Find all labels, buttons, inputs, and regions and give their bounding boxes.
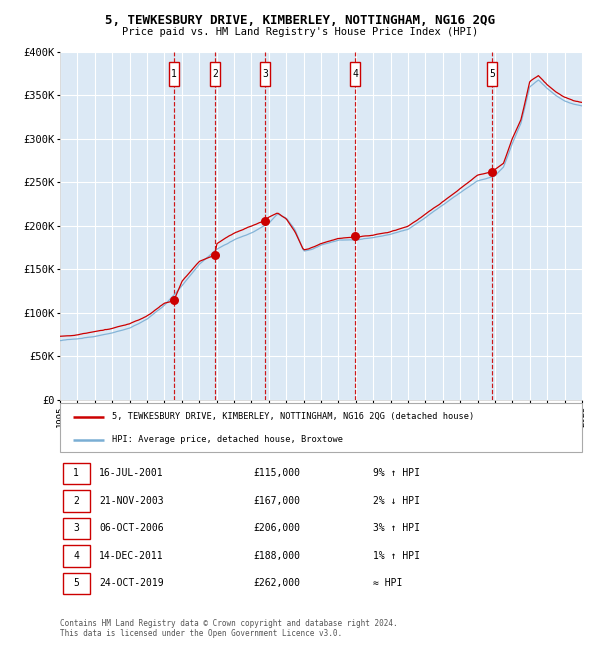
- Text: 1: 1: [73, 469, 79, 478]
- Text: 2: 2: [73, 496, 79, 506]
- Text: £115,000: £115,000: [253, 469, 300, 478]
- FancyBboxPatch shape: [487, 62, 497, 86]
- FancyBboxPatch shape: [62, 517, 90, 539]
- FancyBboxPatch shape: [62, 545, 90, 567]
- Text: 1: 1: [171, 69, 177, 79]
- Text: 5, TEWKESBURY DRIVE, KIMBERLEY, NOTTINGHAM, NG16 2QG (detached house): 5, TEWKESBURY DRIVE, KIMBERLEY, NOTTINGH…: [112, 412, 475, 421]
- Text: £262,000: £262,000: [253, 578, 300, 588]
- Text: 2: 2: [212, 69, 218, 79]
- Text: 5, TEWKESBURY DRIVE, KIMBERLEY, NOTTINGHAM, NG16 2QG: 5, TEWKESBURY DRIVE, KIMBERLEY, NOTTINGH…: [105, 14, 495, 27]
- Text: 5: 5: [73, 578, 79, 588]
- FancyBboxPatch shape: [62, 463, 90, 484]
- Text: 4: 4: [73, 551, 79, 561]
- Text: 9% ↑ HPI: 9% ↑ HPI: [373, 469, 420, 478]
- FancyBboxPatch shape: [169, 62, 179, 86]
- Text: 24-OCT-2019: 24-OCT-2019: [99, 578, 164, 588]
- FancyBboxPatch shape: [210, 62, 220, 86]
- Text: ≈ HPI: ≈ HPI: [373, 578, 403, 588]
- Text: Price paid vs. HM Land Registry's House Price Index (HPI): Price paid vs. HM Land Registry's House …: [122, 27, 478, 37]
- Text: 2% ↓ HPI: 2% ↓ HPI: [373, 496, 420, 506]
- Text: 1% ↑ HPI: 1% ↑ HPI: [373, 551, 420, 561]
- FancyBboxPatch shape: [350, 62, 360, 86]
- FancyBboxPatch shape: [60, 403, 582, 452]
- FancyBboxPatch shape: [260, 62, 269, 86]
- Text: 16-JUL-2001: 16-JUL-2001: [99, 469, 164, 478]
- Text: £167,000: £167,000: [253, 496, 300, 506]
- Text: 3% ↑ HPI: 3% ↑ HPI: [373, 523, 420, 533]
- Text: £206,000: £206,000: [253, 523, 300, 533]
- Text: £188,000: £188,000: [253, 551, 300, 561]
- Text: 5: 5: [489, 69, 495, 79]
- Text: 06-OCT-2006: 06-OCT-2006: [99, 523, 164, 533]
- Text: 21-NOV-2003: 21-NOV-2003: [99, 496, 164, 506]
- Text: Contains HM Land Registry data © Crown copyright and database right 2024.
This d: Contains HM Land Registry data © Crown c…: [60, 619, 398, 638]
- Text: 3: 3: [262, 69, 268, 79]
- Text: 3: 3: [73, 523, 79, 533]
- FancyBboxPatch shape: [62, 490, 90, 512]
- Text: 4: 4: [352, 69, 358, 79]
- Text: HPI: Average price, detached house, Broxtowe: HPI: Average price, detached house, Brox…: [112, 435, 343, 444]
- FancyBboxPatch shape: [62, 573, 90, 594]
- Text: 14-DEC-2011: 14-DEC-2011: [99, 551, 164, 561]
